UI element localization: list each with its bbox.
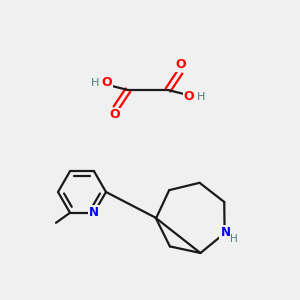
Text: H: H (91, 78, 99, 88)
Text: O: O (110, 109, 120, 122)
Text: H: H (230, 234, 238, 244)
Text: O: O (184, 91, 194, 103)
Text: N: N (89, 206, 99, 219)
Text: O: O (102, 76, 112, 89)
Text: H: H (197, 92, 205, 102)
Text: O: O (176, 58, 186, 71)
Text: N: N (220, 226, 231, 239)
